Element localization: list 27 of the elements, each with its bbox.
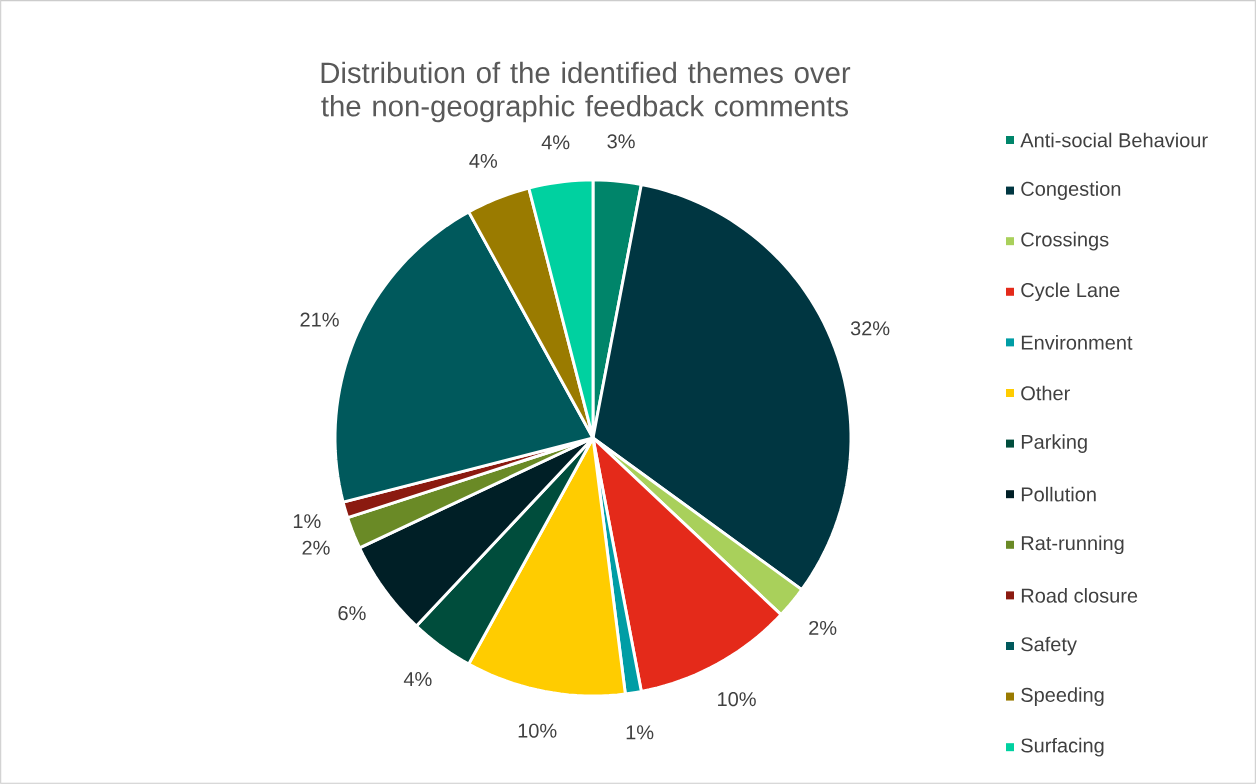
data-label: 4% [403,672,432,687]
legend-label: Road closure [1021,588,1138,603]
data-label: 6% [338,606,366,621]
data-label: 1% [293,514,321,529]
data-label: 4% [541,135,570,150]
legend-label: Safety [1021,636,1077,656]
legend-label: Crossings [1021,231,1109,251]
data-label: 10% [718,692,756,707]
data-label: 2% [809,620,837,635]
data-label: 3% [607,134,635,149]
legend-label: Parking [1021,434,1087,453]
data-label: 21% [300,312,339,327]
legend-label: Other [1021,385,1070,401]
legend-label: Anti-social Behaviour [1020,132,1208,148]
legend-label: Pollution [1021,486,1096,502]
legend-label: Rat-running [1021,535,1124,555]
legend-label: Surfacing [1021,737,1104,757]
data-label: 1% [626,725,654,740]
data-label: 32% [850,321,890,336]
legend-label: Cycle Lane [1021,282,1120,302]
data-label: 4% [469,153,498,168]
chart-title: Distribution of the identified themes over the non-geographic feedback comments [321,61,851,123]
legend-label: Speeding [1021,687,1104,706]
legend-label: Congestion [1021,181,1121,200]
data-label: 10% [518,723,557,738]
legend-label: Environment [1021,335,1133,350]
data-label: 2% [302,540,330,555]
